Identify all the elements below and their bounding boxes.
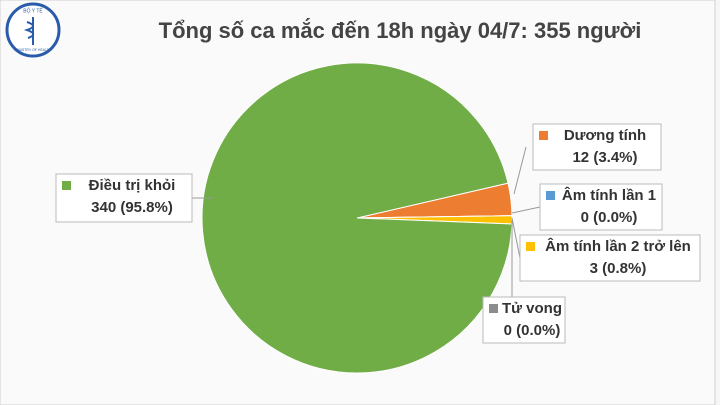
label-box xyxy=(539,183,663,231)
label-box xyxy=(55,173,193,223)
category-label: Âm tính lần 2 trở lên xyxy=(545,237,691,255)
category-label: Âm tính lần 1 xyxy=(562,186,656,204)
label-box xyxy=(532,123,662,171)
leader-line xyxy=(511,206,541,214)
label-marker xyxy=(526,242,535,251)
category-label: Dương tính xyxy=(564,127,646,144)
label-marker xyxy=(62,181,71,190)
label-marker xyxy=(539,131,548,140)
value-label: 340 (95.8%) xyxy=(91,199,173,216)
logo: BỘ Y TẾ MINISTRY OF HEALTH xyxy=(5,2,61,58)
chart-title: Tổng số ca mắc đến 18h ngày 04/7: 355 ng… xyxy=(159,18,642,43)
value-label: 0 (0.0%) xyxy=(504,322,561,339)
value-label: 0 (0.0%) xyxy=(581,209,638,226)
logo-snake xyxy=(23,21,35,39)
leader-line xyxy=(511,217,521,259)
value-label: 3 (0.8%) xyxy=(590,260,647,277)
leader-line xyxy=(513,146,527,195)
pie-slice xyxy=(201,62,513,374)
category-label: Tử vong xyxy=(502,300,562,317)
logo-bottom: MINISTRY OF HEALTH xyxy=(15,48,52,52)
value-label: 12 (3.4%) xyxy=(572,149,637,166)
label-marker xyxy=(546,191,555,200)
category-label: Điều trị khỏi xyxy=(89,177,176,194)
label-box xyxy=(519,234,701,282)
logo-top: BỘ Y TẾ xyxy=(23,7,43,14)
label-marker xyxy=(489,304,498,313)
